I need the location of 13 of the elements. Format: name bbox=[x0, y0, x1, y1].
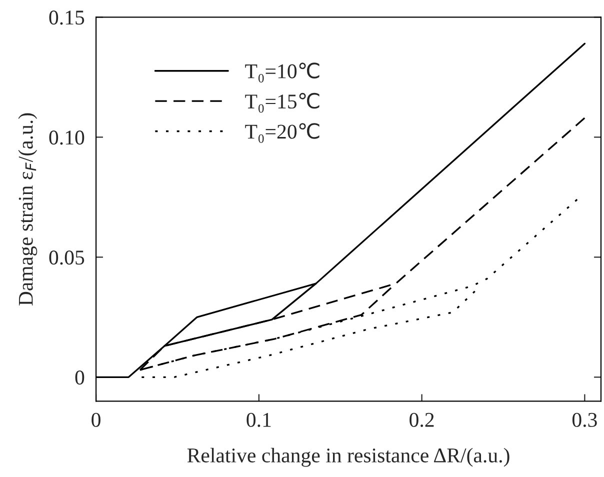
y-tick-label: 0.15 bbox=[49, 10, 84, 25]
x-tick-label: 0.2 bbox=[410, 412, 434, 428]
y-tick-label: 0.10 bbox=[49, 130, 84, 145]
x-tick-label: 0.1 bbox=[246, 412, 271, 428]
legend-label: T₀=15℃ bbox=[245, 92, 320, 113]
x-axis-title: Relative change in resistance ΔR/(a.u.) bbox=[187, 448, 510, 467]
legend-label: T₀=10℃ bbox=[245, 62, 320, 82]
y-axis-title: Damage strain ε$_{F}$/(a.u.) bbox=[18, 113, 38, 306]
legend-label: T₀=20℃ bbox=[245, 123, 320, 143]
y-tick-label: 0.05 bbox=[49, 250, 84, 265]
y-tick-label: 0 bbox=[75, 370, 84, 385]
x-tick-label: 0.3 bbox=[572, 412, 597, 428]
x-tick-label: 0 bbox=[92, 412, 100, 427]
